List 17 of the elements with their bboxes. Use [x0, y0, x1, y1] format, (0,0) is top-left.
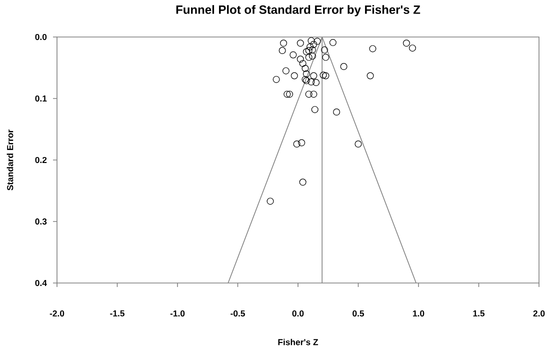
x-tick-label: -1.0	[170, 310, 185, 317]
x-tick-label: 1.5	[473, 310, 485, 316]
chart-title: Funnel Plot of Standard Error by Fisher's Z	[176, 5, 420, 16]
y-tick-label: 0.4	[35, 280, 47, 286]
x-tick-label: -1.5	[110, 310, 124, 316]
x-axis-title: Fisher's Z	[278, 338, 318, 346]
y-tick-label: 0.1	[35, 95, 47, 102]
y-axis-title: Standard Error	[6, 130, 14, 190]
x-tick-label: 2.0	[533, 310, 545, 317]
x-tick-label: -0.5	[230, 310, 245, 317]
x-tick-label: 0.5	[352, 310, 364, 317]
x-tick-label: 1.0	[413, 310, 424, 317]
y-tick-label: 0.3	[35, 218, 47, 225]
x-tick-label: 0.0	[292, 310, 304, 317]
x-tick-label: -2.0	[50, 310, 64, 317]
y-tick-label: 0.2	[35, 156, 47, 164]
y-tick-label: 0.0	[35, 34, 47, 40]
